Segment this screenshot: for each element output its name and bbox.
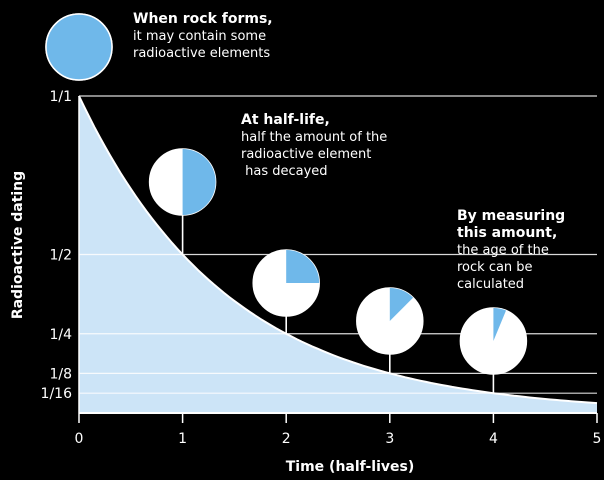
x-tick-label: 1 — [178, 431, 187, 447]
annotation-rock-forms-title: When rock forms, — [133, 11, 273, 27]
annotation-rock-forms-line: radioactive elements — [133, 46, 271, 61]
y-tick-label: 1/1 — [49, 89, 72, 105]
annotation-measuring-title: By measuring — [457, 208, 566, 224]
pie-slice-remaining — [45, 13, 113, 81]
annotation-rock-forms-line: it may contain some — [133, 29, 267, 44]
decay-curve — [78, 95, 598, 405]
annotation-rock-forms: When rock forms, it may contain some rad… — [133, 11, 273, 62]
pie-slice-remaining — [182, 149, 216, 215]
y-tick-label: 1/8 — [49, 366, 72, 382]
annotation-measuring-line: rock can be — [457, 260, 533, 275]
pie-slice-remaining — [286, 250, 320, 283]
y-axis-label-box: Radioactive dating — [10, 171, 26, 319]
annotation-measuring-title: this amount, — [457, 225, 558, 241]
annotation-half-life-line: has decayed — [241, 164, 328, 179]
y-tick-label: 1/4 — [49, 327, 72, 343]
annotation-half-life-title: At half-life, — [241, 112, 330, 128]
annotation-half-life-line: radioactive element — [241, 147, 372, 162]
annotation-measuring-line: calculated — [457, 277, 525, 292]
annotation-half-life: At half-life, half the amount of the rad… — [241, 112, 387, 180]
x-tick-label: 3 — [385, 431, 394, 447]
x-tick-label: 0 — [75, 431, 84, 447]
x-tick-label: 2 — [282, 431, 291, 447]
x-axis-label: Time (half-lives) — [286, 459, 415, 475]
pie-slice-remaining — [389, 288, 414, 321]
y-tick-label: 1/2 — [49, 248, 72, 264]
y-tick-label: 1/16 — [41, 386, 73, 402]
annotation-measuring-line: the age of the — [457, 243, 549, 258]
annotation-measuring: By measuring this amount, the age of the… — [457, 208, 565, 293]
x-tick-label: 4 — [489, 431, 498, 447]
x-tick-label: 5 — [593, 431, 602, 447]
pie-slice-remaining — [493, 308, 507, 341]
y-axis-label: Radioactive dating — [10, 171, 26, 319]
annotation-half-life-line: half the amount of the — [241, 130, 388, 145]
